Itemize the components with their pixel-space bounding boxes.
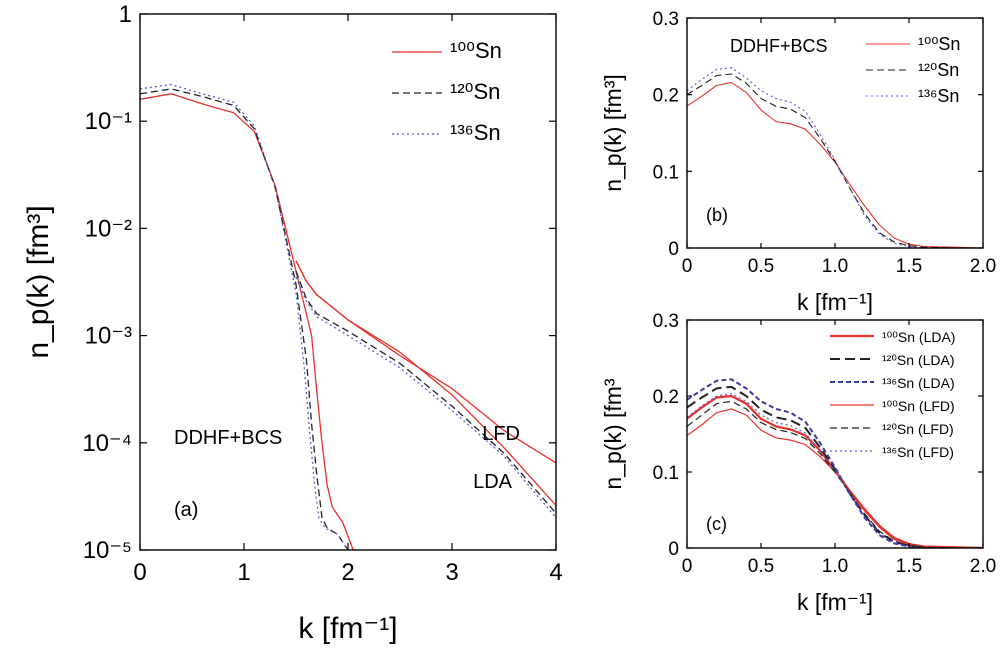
annotation: DDHF+BCS <box>730 36 828 56</box>
y-tick-label: 1 <box>119 1 132 28</box>
series-line-0-5 <box>295 270 556 514</box>
annotation: (a) <box>174 499 198 521</box>
y-tick-label: 0 <box>668 239 679 260</box>
legend-label: ¹³⁶Sn <box>450 120 501 145</box>
y-tick-label: 0.2 <box>653 86 679 107</box>
series-line-0-4 <box>295 260 556 506</box>
y-axis-label: n_p(k) [fm³ <box>600 378 626 490</box>
x-axis-label: k [fm⁻¹] <box>797 589 873 615</box>
y-tick-label: 0.3 <box>653 9 679 30</box>
y-tick-label: 0.1 <box>653 162 679 183</box>
legend-label: ¹³⁶Sn (LFD) <box>882 444 954 460</box>
series-line-1-2 <box>687 67 983 248</box>
legend-label: ¹²⁰Sn <box>450 79 500 104</box>
y-axis-label: n_p(k) [fm³] <box>600 74 626 192</box>
y-tick-label: 0.1 <box>653 463 679 484</box>
y-axis-label: n_p(k) [fm³] <box>22 205 55 358</box>
series-line-0-0 <box>140 93 354 550</box>
series-line-0-6 <box>295 277 556 519</box>
x-tick-label: 1.5 <box>896 556 922 577</box>
annotation: DDHF+BCS <box>174 427 282 449</box>
annotation: (b) <box>706 205 728 225</box>
legend-label: ¹⁰⁰Sn (LFD) <box>882 398 955 414</box>
y-tick-label: 10⁻⁵ <box>83 537 132 564</box>
x-tick-label: 4 <box>549 559 562 586</box>
x-tick-label: 1.5 <box>896 256 922 277</box>
y-tick-label: 10⁻² <box>85 215 132 242</box>
legend-label: ¹³⁶Sn (LDA) <box>882 375 955 391</box>
x-tick-label: 2.0 <box>970 556 996 577</box>
series-line-2-1 <box>687 385 983 548</box>
x-tick-label: 1.0 <box>822 256 848 277</box>
series-line-1-0 <box>687 81 983 248</box>
legend-label: ¹⁰⁰Sn <box>450 38 502 63</box>
x-tick-label: 0.5 <box>748 256 774 277</box>
annotation: LDA <box>473 471 513 493</box>
x-tick-label: 2 <box>341 559 354 586</box>
series-line-2-5 <box>687 393 983 548</box>
x-tick-label: 1.0 <box>822 556 848 577</box>
x-tick-label: 3 <box>445 559 458 586</box>
x-axis-label: k [fm⁻¹] <box>298 612 397 645</box>
x-tick-label: 0 <box>682 556 693 577</box>
annotation: LFD <box>482 423 520 445</box>
series-line-1-1 <box>687 73 983 248</box>
x-tick-label: 0 <box>682 256 693 277</box>
y-tick-label: 10⁻¹ <box>85 108 132 135</box>
legend-label: ¹⁰⁰Sn <box>918 34 960 54</box>
y-tick-label: 0 <box>668 539 679 560</box>
y-tick-label: 10⁻³ <box>85 323 132 350</box>
legend-label: ¹⁰⁰Sn (LDA) <box>882 329 955 345</box>
legend-label: ¹²⁰Sn (LDA) <box>882 352 955 368</box>
x-tick-label: 0.5 <box>748 556 774 577</box>
legend-label: ¹²⁰Sn (LFD) <box>882 421 954 437</box>
y-tick-label: 0.2 <box>653 387 679 408</box>
legend-label: ¹³⁶Sn <box>918 86 959 106</box>
legend-label: ¹²⁰Sn <box>918 60 959 80</box>
y-tick-label: 0.3 <box>653 311 679 332</box>
x-axis-label: k [fm⁻¹] <box>797 289 873 315</box>
series-line-0-1 <box>140 88 349 550</box>
y-tick-label: 10⁻⁴ <box>82 430 132 457</box>
annotation: (c) <box>706 514 727 534</box>
series-group <box>140 83 556 550</box>
x-tick-label: 2.0 <box>970 256 996 277</box>
series-line-0-2 <box>140 83 349 550</box>
x-tick-label: 0 <box>133 559 146 586</box>
x-tick-label: 1 <box>237 559 250 586</box>
